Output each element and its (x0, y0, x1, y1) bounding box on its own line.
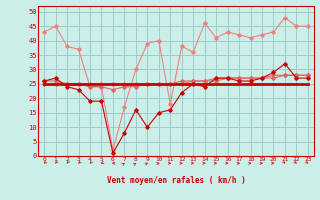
X-axis label: Vent moyen/en rafales ( km/h ): Vent moyen/en rafales ( km/h ) (107, 176, 245, 185)
